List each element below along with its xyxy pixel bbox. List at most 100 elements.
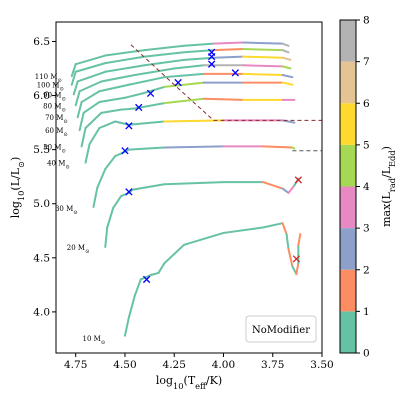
- track-segment: [74, 54, 107, 66]
- x-tick-label: 4.00: [212, 359, 235, 371]
- track-7: [74, 64, 292, 107]
- track-segment: [261, 145, 294, 149]
- track-segment: [183, 49, 215, 54]
- y-tick-label: 4.0: [33, 306, 50, 318]
- dashed-line-0: [130, 44, 322, 121]
- colorbar-segment: [340, 311, 356, 353]
- track-segment: [163, 243, 186, 265]
- track-segment: [104, 64, 146, 73]
- y-tick-label: 6.0: [33, 90, 50, 102]
- track-segment: [163, 97, 205, 105]
- legend-label: NoModifier: [252, 325, 310, 336]
- blue-marker: [142, 275, 151, 284]
- track-segment: [100, 108, 123, 114]
- track-segment: [70, 63, 77, 78]
- track-segment: [78, 111, 85, 132]
- track-segment: [88, 127, 101, 146]
- axes-frame: [55, 21, 323, 354]
- track-segment: [76, 101, 83, 119]
- track-segment: [143, 51, 186, 58]
- track-segment: [80, 127, 87, 148]
- track-segment: [84, 111, 103, 130]
- blue-marker: [135, 103, 143, 112]
- colorbar-tick-label: 1: [363, 306, 370, 318]
- colorbar-tick-label: 4: [363, 181, 370, 193]
- track-segment: [173, 64, 205, 70]
- track-segment: [281, 187, 290, 194]
- track-segment: [84, 143, 91, 164]
- blue-marker: [231, 69, 239, 77]
- track-segment: [281, 65, 292, 70]
- track-segment: [212, 41, 245, 45]
- blue-marker-stroke: [125, 122, 133, 130]
- track-segment: [281, 42, 290, 47]
- colorbar-segment: [340, 103, 356, 145]
- colorbar-segment: [340, 186, 356, 229]
- blue-marker-stroke: [231, 69, 239, 77]
- track-segment: [80, 90, 101, 104]
- track-segment: [133, 67, 176, 77]
- colorbar-tick-label: 2: [363, 264, 370, 276]
- track-segment: [127, 146, 166, 151]
- track-segment: [106, 207, 115, 229]
- colorbar-segment: [340, 269, 356, 312]
- blue-marker: [146, 89, 155, 98]
- track-segment: [149, 271, 160, 277]
- track-segment: [70, 70, 77, 86]
- legend-box: [245, 315, 317, 343]
- track-segment: [242, 55, 284, 59]
- blue-marker-stroke: [146, 89, 155, 98]
- track-4: [80, 97, 296, 148]
- track-segment: [222, 226, 264, 234]
- track-segment: [297, 233, 302, 246]
- track-segment: [98, 120, 117, 130]
- track-segment: [104, 49, 146, 57]
- blue-marker-stroke: [135, 103, 143, 112]
- colorbar-segment: [340, 228, 356, 270]
- track-segment: [261, 222, 284, 229]
- red-marker: [292, 255, 301, 263]
- colorbar-tick-label: 6: [363, 98, 370, 110]
- track-0: [123, 222, 302, 337]
- track-segment: [183, 231, 225, 246]
- track-8: [72, 55, 292, 96]
- blue-marker-stroke: [121, 147, 129, 155]
- blue-marker-stroke: [174, 78, 182, 87]
- track-segment: [242, 64, 284, 68]
- mass-label: 40 M⊙: [47, 160, 70, 171]
- track-segment: [202, 97, 245, 101]
- track-segment: [242, 48, 284, 52]
- mass-label: 70 M⊙: [45, 114, 68, 125]
- x-tick-label: 4.25: [163, 359, 186, 371]
- track-segment: [100, 74, 136, 83]
- mass-label: 60 M⊙: [45, 127, 68, 138]
- x-tick-label: 4.75: [64, 359, 87, 371]
- track-6: [76, 72, 294, 119]
- track-segment: [143, 58, 186, 67]
- track-segment: [287, 248, 294, 268]
- colorbar-tick-label: 0: [363, 348, 370, 360]
- y-tick-label: 5.0: [33, 198, 50, 210]
- track-segment: [127, 76, 166, 86]
- blue-marker: [121, 147, 129, 155]
- track-segment: [163, 181, 225, 186]
- x-tick-label: 3.75: [261, 359, 284, 371]
- track-9: [70, 48, 290, 86]
- track-segment: [163, 72, 205, 79]
- mass-label: 110 M⊙: [35, 73, 62, 84]
- blue-marker: [125, 188, 133, 196]
- red-marker-stroke: [292, 255, 301, 263]
- track-segment: [242, 41, 284, 45]
- mass-label: 100 M⊙: [37, 82, 64, 93]
- track-segment: [281, 81, 294, 86]
- track-segment: [163, 145, 225, 149]
- track-segment: [92, 186, 99, 208]
- track-1: [104, 177, 300, 248]
- track-segment: [96, 168, 107, 189]
- track-segment: [98, 96, 126, 104]
- colorbar-tick-label: 7: [363, 56, 370, 68]
- track-segment: [183, 42, 215, 47]
- track-segment: [281, 74, 294, 79]
- track-segment: [112, 195, 123, 210]
